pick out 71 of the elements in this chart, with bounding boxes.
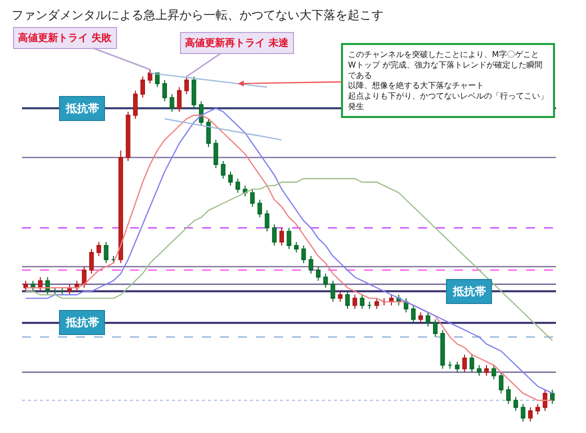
candlestick [236, 178, 240, 194]
ref-line-label: 抵抗帯 [452, 285, 486, 298]
candlestick [528, 406, 533, 422]
annotation: このチャンネルを突破したことにより、M字〇ゲこと Wトップ が完成、強力な下落トレンドが確定した瞬間である [348, 50, 542, 80]
candlestick [279, 227, 284, 246]
text: 高値更新再トライ 未達 [185, 37, 290, 49]
candlestick [367, 301, 372, 310]
candlestick [542, 389, 548, 412]
candlestick [316, 266, 321, 282]
candlestick [360, 294, 364, 310]
candlestick [520, 403, 526, 422]
candlestick [220, 160, 226, 180]
text: 高値更新トライ 失敗 [18, 32, 112, 44]
candlestick [352, 294, 358, 310]
candlestick [535, 403, 540, 415]
candlestick [345, 290, 350, 310]
candlestick [476, 364, 482, 376]
candlestick [338, 290, 342, 302]
candlestick [374, 298, 380, 310]
candlestick [111, 256, 116, 264]
candlestick [462, 354, 467, 373]
candlestick [52, 287, 58, 296]
candlestick [192, 76, 196, 109]
candlestick [448, 361, 452, 370]
candlestick [454, 361, 460, 373]
candlestick [126, 111, 130, 162]
candlestick [206, 118, 211, 148]
candlestick [170, 94, 174, 112]
candlestick [133, 90, 138, 120]
candlestick [330, 280, 336, 302]
candlestick [118, 150, 124, 264]
candlestick [162, 80, 167, 102]
candlestick [418, 312, 423, 324]
candlestick [308, 256, 314, 274]
candlestick [294, 241, 299, 254]
candlestick [411, 304, 416, 324]
candlestick [301, 245, 306, 264]
ref-line-label: 抵抗帯 [65, 316, 99, 329]
annotation: 以降、想像を絶する大下落なチャート [348, 81, 484, 90]
candlestick [82, 266, 86, 288]
candlestick [272, 224, 277, 246]
candlestick [492, 364, 496, 380]
candlestick [148, 69, 152, 84]
candlestick [89, 248, 94, 274]
candlestick [214, 139, 218, 169]
candlestick [506, 386, 511, 404]
candlestick [184, 76, 189, 95]
chart-title: ファンダメンタルによる急上昇から一転、かつてない大下落を起こす [12, 8, 384, 22]
candlestick [176, 86, 182, 112]
candlestick [140, 76, 145, 98]
ref-line-label: 抵抗帯 [65, 102, 99, 115]
candlestick [38, 276, 43, 292]
candlestick [23, 280, 28, 292]
candlestick [426, 312, 430, 327]
candlestick [484, 364, 489, 376]
candlestick [104, 241, 108, 264]
candlestick [550, 389, 555, 404]
candlestick [228, 171, 233, 186]
candlestick [470, 354, 474, 373]
candlestick [60, 287, 65, 296]
annotation: 起点よりも下がり、かつてないレベルの「行ってこい」発生 [348, 92, 548, 111]
candlestick [498, 372, 504, 394]
candlestick [286, 227, 292, 250]
candlestick [264, 210, 270, 232]
candlestick [433, 318, 438, 338]
candlestick [250, 188, 255, 208]
candlestick [96, 241, 102, 257]
candlestick [323, 273, 328, 288]
candlestick [513, 396, 518, 412]
candlestick [257, 199, 262, 218]
candlestick [440, 329, 445, 370]
